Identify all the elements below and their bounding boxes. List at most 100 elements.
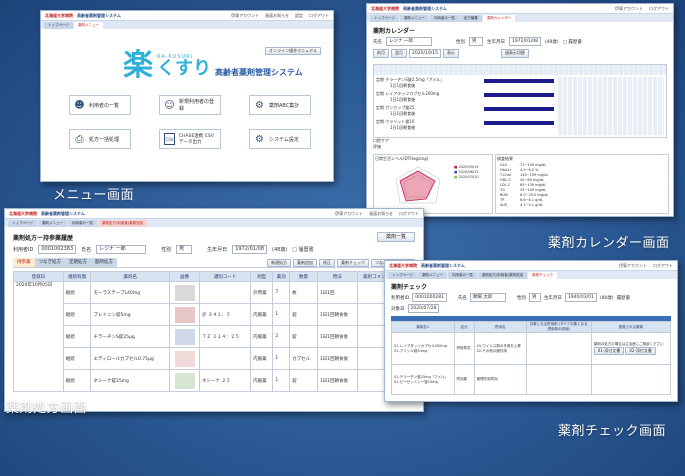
nav-logout[interactable]: ログアウト <box>649 5 669 11</box>
age-label: (49歳) <box>544 39 559 45</box>
usage-cell: 1日1回朝食後 <box>316 325 358 348</box>
target-date-label: 対象日 <box>391 306 405 312</box>
account-label[interactable]: 伊東アカウント <box>619 262 647 268</box>
csv-export-button[interactable]: CSV CHASE連携 CSVデータ出力 <box>159 129 221 149</box>
account-label[interactable]: 伊東アカウント <box>335 210 364 216</box>
nav-info[interactable]: 画面お知らせ <box>265 12 289 18</box>
tab-prescription[interactable]: 薬剤処方(利用者)薬剤追加 <box>97 220 148 227</box>
sex-field[interactable]: 男 <box>528 293 541 302</box>
user-id-field[interactable]: 0001000281 <box>412 293 447 302</box>
tab-top[interactable]: トップページ <box>8 220 37 227</box>
abc-summary-button[interactable]: ⚙ 薬剤ABC集計 <box>249 95 311 115</box>
sex-field[interactable]: 男 <box>469 37 483 46</box>
table-row[interactable]: 継続 ブレドニン錠5mg ＠ ３４１：５ 内服薬 1 錠 1日1回朝食後 58 <box>14 303 415 326</box>
eval-label: 評価 <box>373 144 381 149</box>
manual-button[interactable]: オンライン操作マニュアル <box>265 47 321 55</box>
tab-prescription[interactable]: 処方編集 <box>459 15 482 22</box>
table-row[interactable]: 継続 エディロールカプセル0.75μg 内服薬 1 カプセル 1日1回朝食後 5… <box>14 347 415 370</box>
brand-label: 北海道大学病院 <box>371 5 399 11</box>
drug-check-button[interactable]: 薬剤チェック <box>337 258 369 267</box>
subtab-temporary[interactable]: 臨時処方 <box>91 258 117 267</box>
date-field[interactable]: 2020/10/15 <box>409 49 441 58</box>
unit-cell: 錠 <box>289 303 318 326</box>
tab-users[interactable]: 利用者の一覧 <box>429 15 459 22</box>
tab-top[interactable]: トップページ <box>370 15 399 22</box>
add-drug-button[interactable]: 薬剤追加 <box>293 258 317 267</box>
attachment-button-2[interactable]: 02-添付文書 <box>625 347 656 355</box>
subtab-bridge[interactable]: つなぎ処方 <box>34 258 65 267</box>
row-drug: レイアタッツカプセル200mg <box>385 91 440 96</box>
name-field[interactable]: 顕場 太郎 <box>469 293 506 302</box>
new-prescription-button[interactable]: 新規処方 <box>267 258 291 267</box>
status-cell: 継続 <box>62 281 92 304</box>
tab-menu[interactable]: 薬剤メニュー <box>37 220 67 227</box>
account-label[interactable]: 伊東アカウント <box>615 5 643 11</box>
col-form: 剤型 <box>250 271 274 282</box>
next-month-button[interactable]: 翌月 <box>391 49 407 58</box>
unit-cell: 錠 <box>289 325 318 348</box>
birth-field[interactable]: 1940/03/01 <box>564 293 597 302</box>
age-label: (80歳) <box>599 295 614 301</box>
col-status: 継続有無 <box>62 271 92 282</box>
history-checkbox[interactable]: □ 履歴書 <box>292 247 314 253</box>
tab-check[interactable]: 薬剤チェック <box>528 272 558 279</box>
birth-field[interactable]: 1972/01/08 <box>509 37 541 46</box>
tab-prescription[interactable]: 薬剤処方(利用者)薬剤追加 <box>477 272 528 279</box>
period-toggle-button[interactable]: 週表示切替 <box>500 49 529 58</box>
table-row[interactable]: 01-レイアタッツカプセル200mg 01-アゾシル錠20mg 併用禁忌 01-… <box>391 332 672 365</box>
edit-button[interactable]: 修正 <box>319 258 335 267</box>
history-checkbox[interactable]: □ 履歴書 <box>562 39 582 45</box>
qty-cell: 1 <box>272 303 291 326</box>
tab-top[interactable]: トップページ <box>44 22 73 29</box>
prev-month-button[interactable]: 前月 <box>373 49 389 58</box>
combo-cell: 01-ウイルス剤の作用を上昇 02-その他の副作用 <box>473 332 527 365</box>
name-field[interactable]: レジナ 一郎 <box>96 245 147 254</box>
prescription-header: 北海道大学病院 高齢者薬剤管理システム 伊東アカウント 画面お知らせ ログアウト <box>5 209 423 219</box>
subtab-regular[interactable]: 定期処方 <box>65 258 91 267</box>
tab-menu[interactable]: 薬剤メニュー <box>399 15 429 22</box>
tab-users[interactable]: 利用者の一覧 <box>67 220 97 227</box>
usage-cell: 1日1回 <box>316 281 358 304</box>
system-settings-button[interactable]: ⚙ システム設定 <box>249 129 311 149</box>
tab-menu[interactable]: 薬剤メニュー <box>73 22 103 29</box>
qty-cell: 1 <box>272 369 291 392</box>
show-button[interactable]: 表示 <box>442 49 459 58</box>
nav-logout[interactable]: ログアウト <box>399 210 419 216</box>
col-image: 画像 <box>168 271 201 282</box>
user-list-button[interactable]: ☻ 利用者の一覧 <box>69 95 131 115</box>
drug-list-button[interactable]: 薬剤一覧 <box>376 232 415 242</box>
csv-icon: CSV <box>164 133 175 145</box>
sex-field[interactable]: 男 <box>176 245 193 254</box>
table-row[interactable]: 01-チラーヂン錠25mg「アメル」 01-ピーゼットシー錠10mg 同効薬 薬… <box>391 364 672 395</box>
batch-prescription-button[interactable]: ⎙ 処方一括処理 <box>69 129 131 149</box>
name-field[interactable]: レジナ 一郎 <box>386 37 432 46</box>
nav-logout[interactable]: ログアウト <box>309 12 329 18</box>
table-row[interactable]: 2020年10月05日 継続 モーラステープL40mg 外用薬 7 枚 1日1回… <box>13 281 415 392</box>
tab-top[interactable]: トップページ <box>388 272 417 279</box>
tab-calendar[interactable]: 薬剤カレンダー <box>482 15 516 22</box>
col-date: 登録日 <box>13 271 64 282</box>
user-id-field[interactable]: 0001002383 <box>38 245 77 254</box>
table-row[interactable]: 継続 チラーヂンS錠25μg ＴＺ ２１４：２５ 内服薬 2 錠 1日1回朝食後… <box>14 325 415 348</box>
user-id-label: 利用者ID <box>13 247 34 253</box>
table-row[interactable]: 継続 ネシーナ錠25mg ネシーナ ２５ 内服薬 1 錠 1日1回朝食後 58 <box>14 369 415 392</box>
target-date-field[interactable]: 2020/07/28 <box>407 304 440 313</box>
tab-menu[interactable]: 薬剤メニュー <box>417 272 447 279</box>
drug-image <box>168 325 201 348</box>
status-cell: 継続 <box>62 347 92 370</box>
nav-logout[interactable]: ログアウト <box>653 262 673 268</box>
form-cell: 内服薬 <box>250 303 274 326</box>
attachment-button-1[interactable]: 01-添付文書 <box>593 347 625 355</box>
tab-users[interactable]: 利用者の一覧 <box>447 272 477 279</box>
lab-row: ALB 4.1~5.1 g/dL <box>500 203 543 207</box>
nav-settings[interactable]: 設定 <box>295 12 303 18</box>
new-user-button[interactable]: ☺ 新規利用者の登録 <box>159 95 221 115</box>
oral-care-label: 口腔ケア <box>373 138 389 143</box>
account-label[interactable]: 伊東アカウント <box>231 12 260 18</box>
nav-info[interactable]: 画面お知らせ <box>369 210 393 216</box>
birth-field[interactable]: 1972/01/08 <box>232 245 268 254</box>
check-header: 北海道大学病院 高齢者薬剤管理システム 伊東アカウント ログアウト <box>385 261 677 271</box>
subtab-brought[interactable]: 持参薬 <box>13 258 35 267</box>
system-label: 高齢者薬剤管理システム <box>403 5 447 11</box>
lab-row: GLU 72~109 mg/dL <box>500 163 547 167</box>
